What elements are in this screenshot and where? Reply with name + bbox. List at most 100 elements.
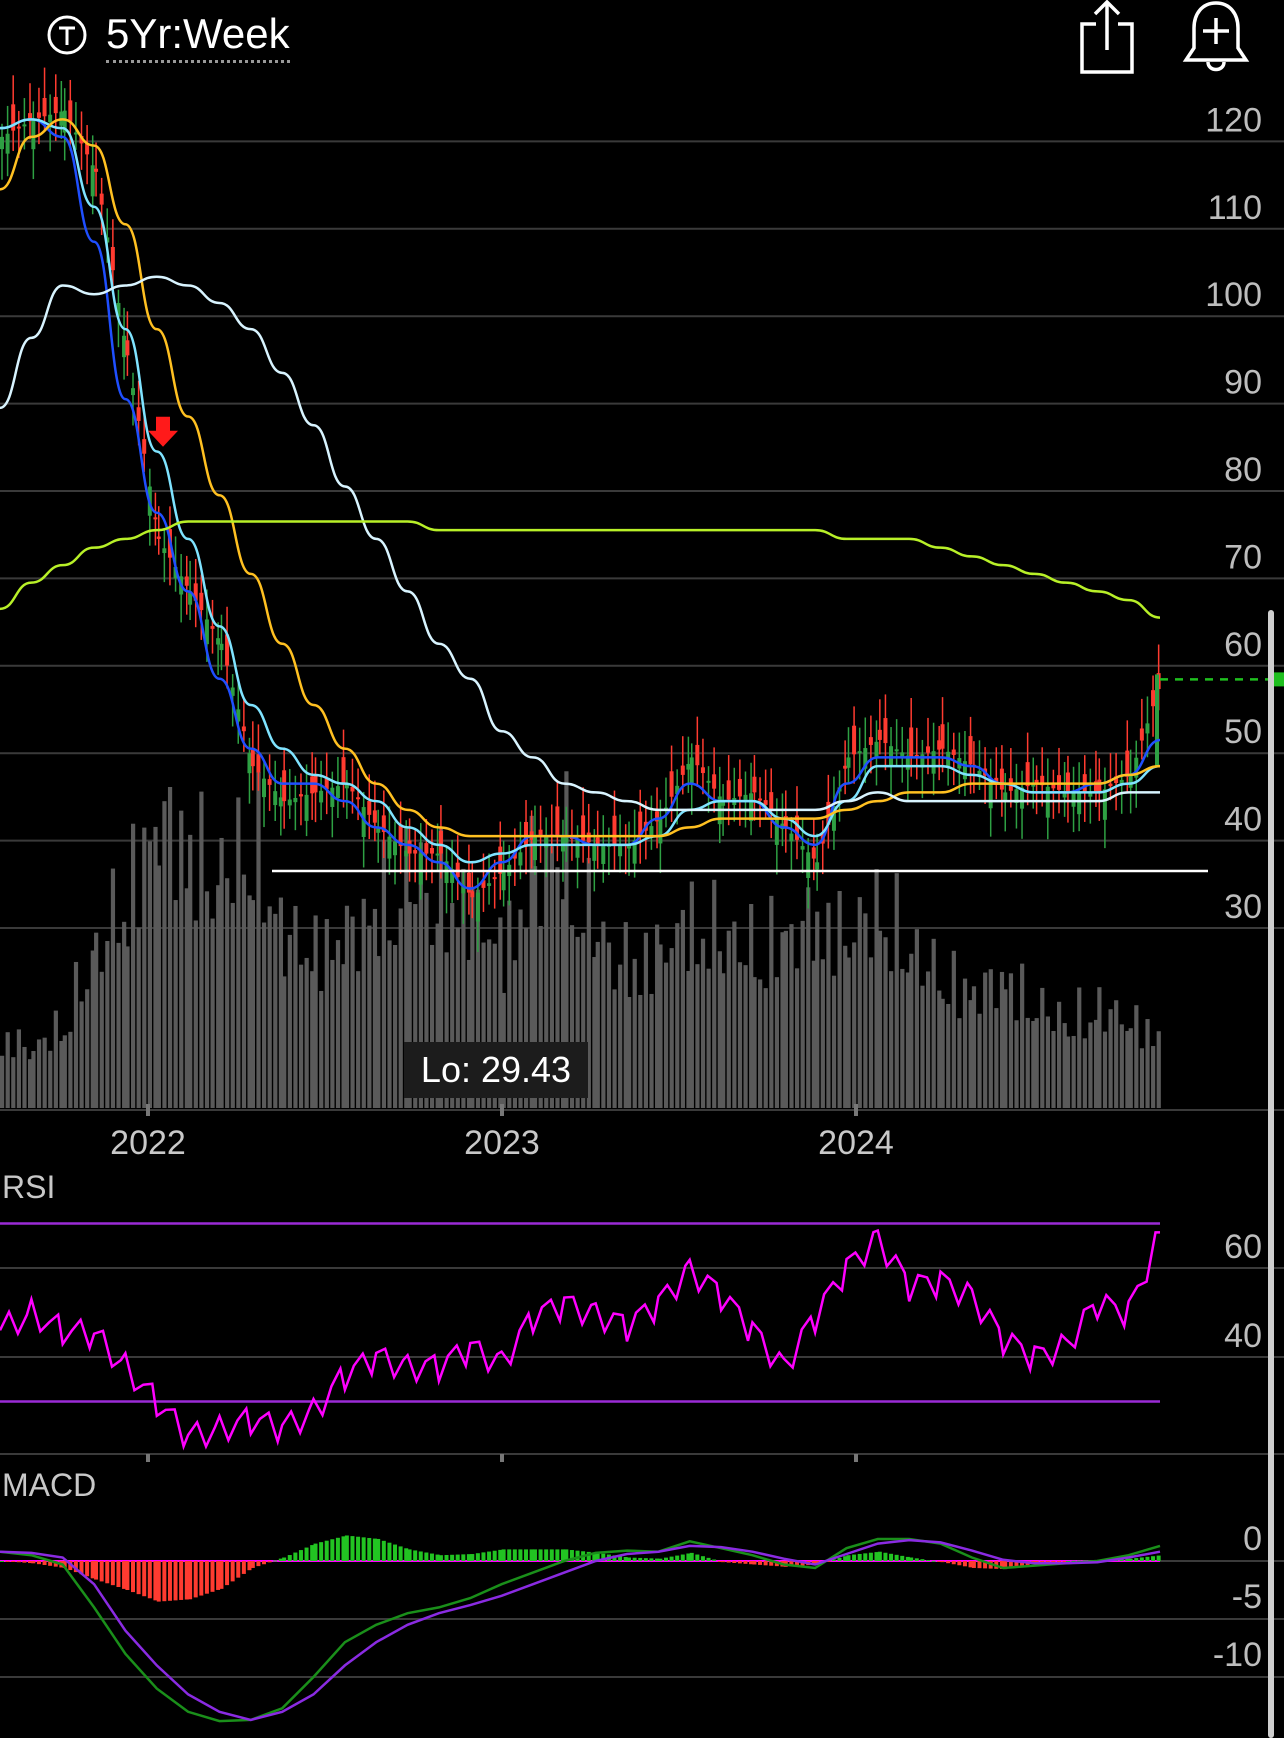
volume-bar bbox=[356, 971, 361, 1108]
macd-histogram-bar bbox=[717, 1561, 722, 1562]
macd-histogram-bar bbox=[404, 1548, 409, 1561]
macd-histogram-bar bbox=[831, 1559, 836, 1561]
candle-body bbox=[1062, 791, 1067, 798]
volume-bar bbox=[806, 887, 811, 1108]
candle-body bbox=[618, 844, 623, 857]
volume-bar bbox=[769, 895, 774, 1108]
macd-histogram-bar bbox=[794, 1561, 799, 1566]
macd-histogram-bar bbox=[230, 1561, 235, 1582]
timeframe-selector[interactable]: 5Yr:Week bbox=[106, 10, 290, 63]
volume-bar bbox=[695, 964, 700, 1108]
candle-body bbox=[156, 536, 161, 539]
candle-body bbox=[487, 883, 492, 886]
macd-histogram-bar bbox=[142, 1561, 147, 1597]
candle-body bbox=[977, 770, 982, 776]
candle-body bbox=[225, 634, 230, 666]
macd-histogram-bar bbox=[632, 1557, 637, 1561]
macd-histogram-bar bbox=[925, 1560, 930, 1562]
volume-bar bbox=[156, 865, 161, 1108]
volume-bar bbox=[219, 837, 224, 1108]
macd-histogram-bar bbox=[758, 1561, 763, 1565]
candle-body bbox=[581, 815, 586, 841]
moving-averages bbox=[0, 118, 1161, 890]
volume-bar bbox=[73, 961, 79, 1108]
volume-bar bbox=[475, 889, 481, 1108]
candle-body bbox=[62, 110, 67, 133]
ticker-circle-icon[interactable] bbox=[46, 14, 88, 56]
candle-body bbox=[11, 104, 16, 131]
scrollbar[interactable] bbox=[1268, 610, 1274, 1738]
price-tick-label: 30 bbox=[1224, 888, 1262, 926]
macd-histogram-bar bbox=[162, 1561, 167, 1602]
candle-body bbox=[712, 774, 717, 789]
candle-body bbox=[675, 785, 680, 795]
macd-histogram-bar bbox=[435, 1554, 440, 1561]
price-candles bbox=[0, 67, 1161, 953]
volume-bar bbox=[241, 874, 247, 1108]
volume-bar bbox=[1151, 1046, 1156, 1108]
candle-body bbox=[381, 815, 386, 833]
candle-body bbox=[857, 751, 862, 754]
add-alert-bell-icon[interactable] bbox=[1182, 0, 1250, 76]
volume-bar bbox=[743, 965, 748, 1108]
volume-bar bbox=[612, 989, 617, 1108]
volume-bar bbox=[131, 823, 136, 1108]
macd-histogram-bar bbox=[900, 1555, 905, 1561]
price-tick-label: 120 bbox=[1205, 101, 1262, 139]
macd-histogram-bar bbox=[894, 1554, 899, 1561]
macd-histogram-bar bbox=[1071, 1560, 1076, 1562]
macd-histogram-bar bbox=[675, 1555, 680, 1561]
candle-body bbox=[498, 846, 503, 874]
candle-body bbox=[1040, 775, 1045, 786]
macd-histogram-bar bbox=[438, 1555, 443, 1561]
candle-body bbox=[632, 840, 637, 864]
volume-bar bbox=[726, 930, 731, 1108]
macd-histogram-bar bbox=[193, 1561, 198, 1598]
macd-histogram-bar bbox=[618, 1556, 623, 1561]
volume-bar bbox=[883, 937, 888, 1108]
macd-histogram-bar bbox=[184, 1561, 189, 1600]
volume-bar bbox=[319, 990, 324, 1108]
candle-body bbox=[42, 97, 47, 117]
volume-bar bbox=[1065, 1036, 1071, 1108]
macd-histogram-bar bbox=[372, 1538, 377, 1561]
macd-histogram-bar bbox=[905, 1556, 910, 1561]
macd-histogram-bar bbox=[393, 1544, 398, 1561]
volume-bar bbox=[721, 973, 726, 1108]
candle-body bbox=[900, 752, 905, 758]
candle-body bbox=[1014, 789, 1019, 803]
macd-histogram-bar bbox=[330, 1539, 335, 1561]
volume-bar bbox=[313, 915, 318, 1108]
volume-bar bbox=[278, 897, 284, 1108]
macd-histogram-bar bbox=[857, 1553, 862, 1561]
macd-histogram-bar bbox=[481, 1552, 486, 1561]
macd-histogram-bar bbox=[846, 1555, 851, 1561]
volume-bar bbox=[1062, 1023, 1067, 1108]
macd-histogram-bar bbox=[407, 1549, 412, 1561]
volume-bar bbox=[1093, 1019, 1099, 1108]
volume-bar bbox=[763, 988, 768, 1108]
candle-body bbox=[592, 843, 597, 861]
volume-bar bbox=[492, 943, 497, 1108]
volume-bar bbox=[381, 839, 387, 1108]
share-icon[interactable] bbox=[1078, 0, 1136, 76]
macd-histogram-bar bbox=[204, 1561, 209, 1594]
macd-histogram-bar bbox=[450, 1554, 455, 1561]
volume-bar bbox=[404, 828, 409, 1108]
volume-bar bbox=[1139, 1048, 1145, 1108]
candle-body bbox=[372, 810, 377, 823]
macd-histogram-bar bbox=[529, 1549, 534, 1561]
volume-bar bbox=[524, 927, 529, 1108]
volume-bar bbox=[931, 938, 936, 1108]
candle-body bbox=[256, 754, 261, 773]
volume-bar bbox=[1134, 1005, 1139, 1108]
macd-histogram-bar bbox=[769, 1561, 774, 1566]
macd-histogram-bar bbox=[304, 1547, 309, 1561]
macd-histogram-bar bbox=[131, 1561, 136, 1593]
macd-histogram-bar bbox=[1151, 1556, 1156, 1561]
macd-histogram-bar bbox=[971, 1561, 976, 1568]
volume-bar bbox=[304, 957, 309, 1108]
macd-histogram-bar bbox=[429, 1553, 434, 1561]
candle-body bbox=[344, 783, 349, 789]
